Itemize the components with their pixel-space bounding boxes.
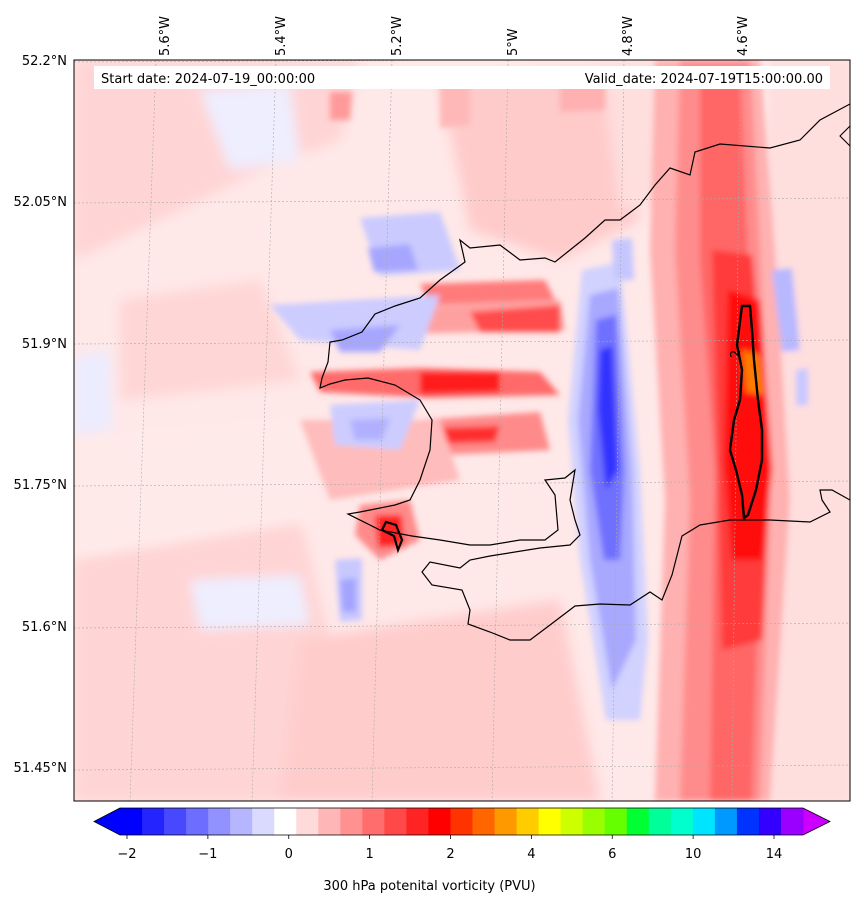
colorbar-segment (780, 808, 804, 835)
colorbar-segment (516, 808, 540, 835)
colorbar-segment (208, 808, 231, 835)
pv-contour-label: 2 (729, 350, 744, 358)
lon-label: 5.2°W (390, 16, 405, 56)
lat-label: 51.75°N (14, 478, 67, 493)
colorbar-segment (428, 808, 451, 835)
coast-island (839, 125, 850, 147)
colorbar-segment (274, 808, 297, 835)
colorbar-segment (758, 808, 782, 835)
start-date-label: Start date: 2024-07-19_00:00:00 (101, 72, 315, 87)
lat-label: 51.45°N (14, 761, 67, 776)
colorbar-segment (604, 808, 628, 835)
colorbar-segment (252, 808, 275, 835)
colorbar-segment (318, 808, 341, 835)
lon-label: 4.6°W (736, 16, 751, 56)
colorbar-under-arrow (94, 808, 120, 835)
colorbar-segment (670, 808, 694, 835)
colorbar-segment (472, 808, 496, 835)
date-info-box (94, 66, 830, 89)
colorbar-tick-label: −1 (198, 847, 217, 862)
colorbar-segment (560, 808, 584, 835)
lat-label: 52.2°N (22, 54, 67, 69)
colorbar-segment (648, 808, 672, 835)
latitude-labels: 52.2°N 52.05°N 51.9°N 51.75°N 51.6°N 51.… (14, 54, 67, 776)
pv-2-contour-small (380, 520, 404, 554)
colorbar-segment (450, 808, 474, 835)
colorbar-segment (626, 808, 650, 835)
lon-label: 5.4°W (274, 16, 289, 56)
colorbar-segment (384, 808, 407, 835)
colorbar-segment (582, 808, 606, 835)
lon-label: 5.6°W (158, 16, 173, 56)
colorbar-segment (164, 808, 187, 835)
lat-label: 51.6°N (22, 620, 67, 635)
colorbar-segment (406, 808, 429, 835)
lat-label: 52.05°N (14, 195, 67, 210)
colorbar-tick-label: −2 (117, 847, 136, 862)
longitude-labels: 5.6°W 5.4°W 5.2°W 5°W 4.8°W 4.6°W (158, 16, 751, 56)
lat-label: 51.9°N (22, 337, 67, 352)
colorbar-over-arrow (803, 808, 830, 835)
plot-frame (73, 59, 851, 802)
colorbar-segment (692, 808, 716, 835)
colorbar-segment (494, 808, 518, 835)
colorbar-segment (296, 808, 319, 835)
colorbar-tick-label: 6 (608, 847, 616, 862)
map-gridlines (74, 60, 850, 801)
colorbar-title: 300 hPa potenital vorticity (PVU) (323, 879, 536, 894)
colorbar (93, 807, 831, 836)
colorbar-tick-label: 4 (527, 847, 535, 862)
colorbar-segment (362, 808, 385, 835)
colorbar-segment (736, 808, 760, 835)
colorbar-ticks: −2 −1 0 1 2 4 6 10 14 (117, 835, 782, 862)
coastline (319, 103, 850, 641)
colorbar-segment (186, 808, 209, 835)
colorbar-tick-label: 0 (285, 847, 293, 862)
colorbar-segment (538, 808, 562, 835)
colorbar-tick-label: 1 (365, 847, 373, 862)
colorbar-segment (340, 808, 363, 835)
lon-label: 4.8°W (621, 16, 636, 56)
colorbar-segment (142, 808, 165, 835)
colorbar-tick-label: 14 (766, 847, 783, 862)
colorbar-segment (230, 808, 253, 835)
pv-field: 2 (74, 60, 850, 801)
colorbar-tick-label: 2 (446, 847, 454, 862)
colorbar-outline (93, 807, 831, 836)
colorbar-segment (714, 808, 738, 835)
colorbar-tick-label: 10 (685, 847, 702, 862)
lon-label: 5°W (506, 28, 521, 56)
colorbar-segment (120, 808, 143, 835)
valid-date-label: Valid_date: 2024-07-19T15:00:00.00 (585, 72, 823, 87)
pv-2-contour (728, 304, 764, 521)
